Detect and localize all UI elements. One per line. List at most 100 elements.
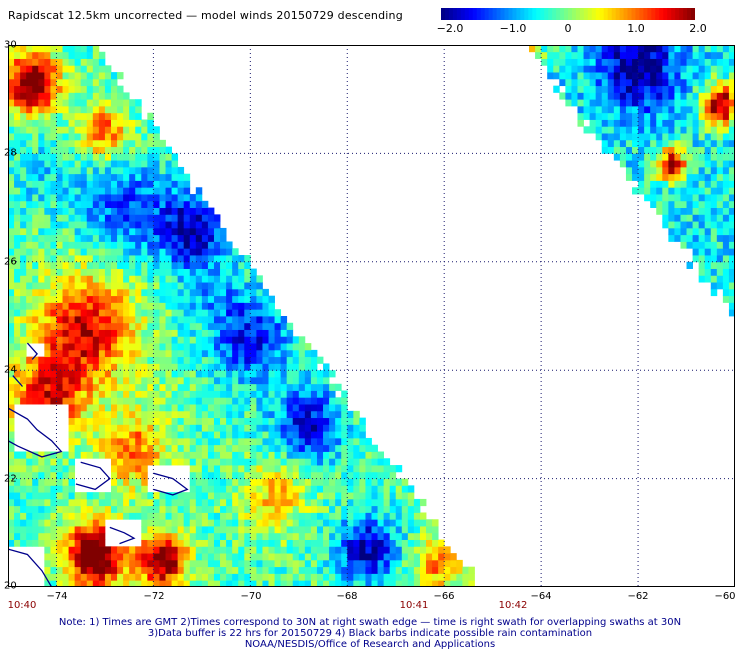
wind-cell (26, 316, 33, 324)
wind-cell (92, 512, 100, 520)
wind-cell (110, 437, 118, 446)
wind-cell (716, 275, 724, 283)
wind-cell (189, 309, 197, 317)
wind-cell (74, 363, 82, 371)
wind-cell (44, 275, 51, 283)
wind-cell (92, 302, 100, 310)
wind-cell (256, 404, 263, 412)
wind-cell (8, 248, 15, 256)
wind-cell (207, 390, 215, 398)
wind-cell (262, 363, 269, 371)
wind-cell (147, 526, 154, 534)
wind-cell (110, 119, 118, 127)
wind-cell (92, 404, 100, 412)
wind-cell (32, 397, 39, 405)
wind-cell (280, 424, 288, 432)
wind-cell (20, 376, 27, 385)
wind-cell (698, 200, 706, 208)
wind-cell (92, 316, 100, 324)
wind-cell (335, 458, 342, 466)
wind-cell (68, 227, 76, 236)
wind-cell (50, 302, 57, 310)
wind-cell (129, 458, 136, 466)
wind-cell (14, 187, 21, 195)
wind-cell (304, 505, 312, 513)
wind-cell (8, 133, 15, 141)
wind-cell (123, 573, 130, 581)
wind-cell (20, 288, 27, 297)
wind-cell (335, 573, 342, 581)
wind-cell (644, 139, 651, 148)
wind-cell (686, 119, 693, 127)
wind-cell (595, 119, 603, 127)
wind-cell (274, 471, 282, 479)
wind-cell (310, 498, 318, 507)
wind-cell (686, 180, 693, 188)
wind-cell (698, 58, 706, 66)
wind-cell (262, 573, 269, 581)
wind-cell (662, 139, 669, 148)
wind-cell (395, 478, 403, 486)
wind-cell (728, 85, 735, 93)
wind-cell (8, 478, 15, 486)
wind-cell (92, 546, 100, 554)
wind-cell (419, 546, 427, 554)
wind-cell (159, 288, 166, 297)
wind-cell (50, 580, 57, 587)
wind-cell (268, 498, 275, 507)
wind-cell (686, 234, 693, 242)
wind-cell (104, 187, 112, 195)
wind-cell (129, 288, 136, 297)
wind-cell (68, 505, 76, 513)
wind-cell (159, 444, 166, 452)
wind-cell (135, 160, 142, 168)
wind-cell (220, 580, 227, 587)
wind-cell (329, 573, 336, 581)
wind-cell (728, 58, 735, 66)
wind-cell (159, 139, 166, 148)
wind-cell (680, 234, 687, 242)
wind-cell (177, 194, 185, 202)
wind-cell (704, 268, 712, 276)
wind-cell (171, 546, 179, 554)
wind-cell (123, 92, 130, 100)
wind-cell (50, 173, 57, 181)
wind-cell (298, 485, 306, 493)
wind-cell (135, 512, 142, 520)
wind-cell (395, 573, 403, 581)
wind-cell (177, 329, 185, 337)
wind-cell (147, 214, 154, 222)
wind-cell (716, 268, 724, 276)
wind-cell (123, 309, 130, 317)
wind-cell (232, 261, 239, 269)
wind-cell (14, 505, 21, 513)
wind-cell (104, 72, 112, 80)
wind-cell (62, 241, 69, 249)
wind-cell (80, 376, 88, 385)
wind-cell (165, 363, 172, 371)
wind-cell (632, 45, 639, 53)
wind-cell (189, 329, 197, 337)
wind-cell (280, 370, 288, 378)
wind-cell (607, 112, 615, 120)
wind-cell (292, 526, 300, 534)
wind-cell (183, 410, 191, 419)
wind-cell (38, 505, 45, 513)
wind-cell (207, 288, 215, 297)
wind-cell (20, 133, 27, 141)
wind-cell (38, 370, 45, 378)
wind-cell (98, 153, 106, 161)
wind-cell (56, 492, 63, 500)
wind-cell (220, 512, 227, 520)
wind-cell (141, 458, 148, 466)
wind-cell (62, 65, 69, 73)
wind-cell (195, 485, 203, 493)
wind-cell (353, 444, 360, 452)
wind-cell (462, 580, 469, 587)
wind-cell (280, 397, 288, 405)
wind-cell (220, 390, 227, 398)
wind-cell (14, 166, 21, 175)
wind-cell (98, 261, 106, 269)
wind-cell (195, 444, 203, 452)
wind-cell (8, 451, 15, 459)
